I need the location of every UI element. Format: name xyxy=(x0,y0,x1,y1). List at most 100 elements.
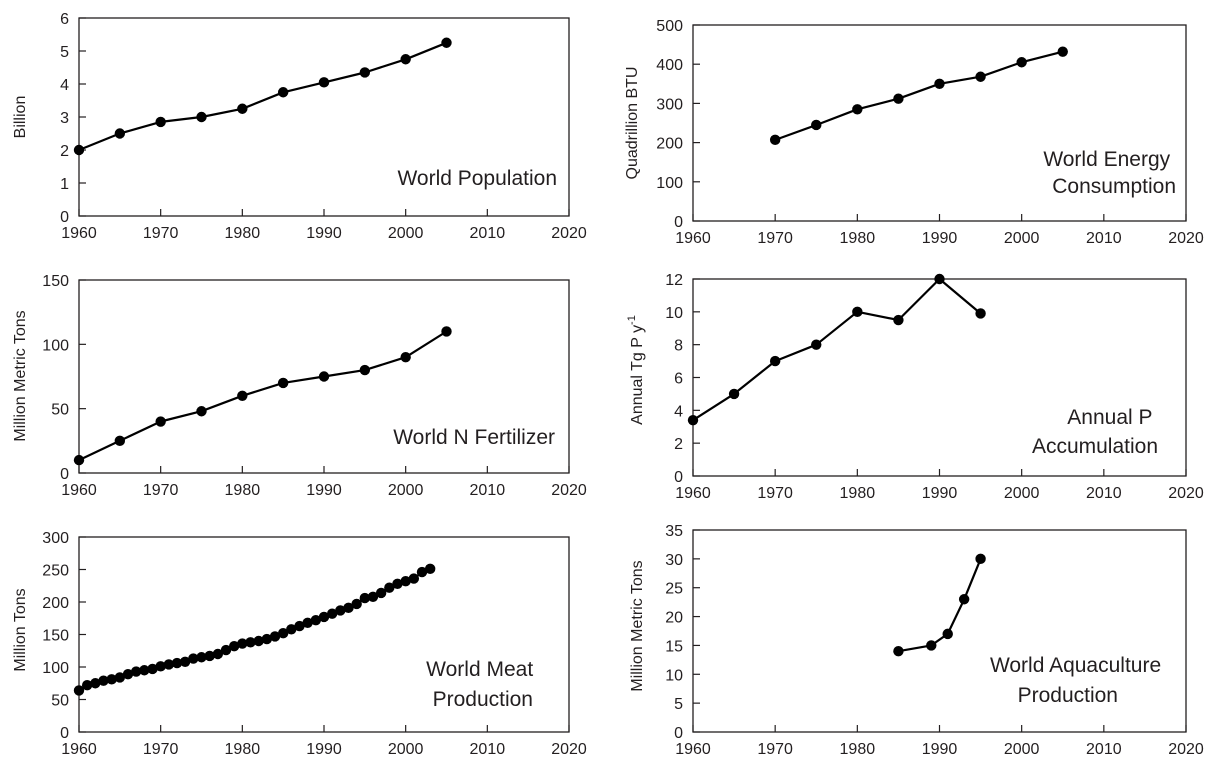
y-tick-label: 25 xyxy=(665,581,683,598)
data-point xyxy=(441,326,452,337)
data-point xyxy=(277,628,289,639)
data-point xyxy=(122,668,134,680)
data-point xyxy=(277,377,289,389)
data-point xyxy=(73,685,85,696)
y-tick-label: 150 xyxy=(42,628,69,645)
y-tick-label: 35 xyxy=(665,523,683,540)
x-tick-label: 1970 xyxy=(757,485,793,502)
chart-annotation: World Population xyxy=(397,167,557,190)
data-point xyxy=(335,605,346,616)
data-point xyxy=(196,406,207,417)
data-point xyxy=(942,628,953,640)
y-tick-label: 50 xyxy=(51,402,69,419)
chart-annotation: World Aquaculture Production xyxy=(990,654,1167,707)
data-point xyxy=(261,633,273,645)
data-point xyxy=(367,591,379,602)
y-tick-label: 30 xyxy=(665,552,683,569)
x-tick-label: 1960 xyxy=(61,741,97,758)
x-tick-label: 1990 xyxy=(306,741,342,758)
x-tick-label: 2020 xyxy=(551,225,587,242)
y-axis-label: Million Tons xyxy=(12,588,29,671)
data-point xyxy=(1057,46,1068,57)
y-tick-label: 4 xyxy=(60,77,69,94)
data-point xyxy=(245,637,256,648)
data-point xyxy=(73,454,85,466)
data-point xyxy=(416,566,428,578)
y-tick-label: 150 xyxy=(42,273,69,290)
x-tick-label: 1990 xyxy=(306,225,342,242)
data-point xyxy=(155,416,166,427)
y-tick-label: 10 xyxy=(665,305,683,322)
y-tick-label: 100 xyxy=(42,660,69,677)
y-tick-label: 20 xyxy=(665,610,683,627)
data-point xyxy=(302,617,313,628)
y-axis-label: Million Metric Tons xyxy=(629,560,646,691)
x-tick-label: 1960 xyxy=(675,485,711,502)
data-point xyxy=(171,657,183,669)
data-point xyxy=(294,620,305,632)
x-tick-label: 2000 xyxy=(388,741,424,758)
x-tick-label: 2000 xyxy=(1004,741,1040,758)
y-axis-ticks: 0 100 200 300 400 500 xyxy=(656,18,700,231)
data-point xyxy=(204,650,215,662)
y-tick-label: 1 xyxy=(60,176,69,193)
x-tick-label: 1970 xyxy=(143,482,179,499)
x-tick-label: 1980 xyxy=(225,741,261,758)
data-point xyxy=(400,576,411,587)
x-tick-label: 1980 xyxy=(840,485,876,502)
data-point xyxy=(196,111,207,123)
data-point xyxy=(351,598,362,610)
data-point xyxy=(926,640,937,651)
data-point xyxy=(147,663,158,675)
x-tick-label: 1970 xyxy=(143,741,179,758)
y-tick-label: 8 xyxy=(674,338,683,355)
y-tick-label: 0 xyxy=(674,725,683,742)
data-point xyxy=(958,594,970,605)
y-tick-label: 5 xyxy=(60,44,69,61)
data-point xyxy=(318,77,330,88)
panel-world-n-fertilizer: 0 50 100 150 1960 1970 1980 1990 2000 2010 2020 M… xyxy=(12,273,587,499)
y-tick-label: 300 xyxy=(42,530,69,547)
y-axis-ticks: 0 1 2 3 4 5 6 xyxy=(60,11,86,226)
series-line xyxy=(687,273,986,426)
y-tick-label: 0 xyxy=(60,466,69,483)
data-point xyxy=(934,273,945,285)
x-tick-label: 2010 xyxy=(1086,485,1122,502)
data-point xyxy=(400,54,411,65)
data-point xyxy=(893,314,904,326)
data-point xyxy=(400,352,411,363)
data-point xyxy=(114,672,126,683)
y-axis-label: Annual Tg P y-1 xyxy=(626,315,646,425)
data-point xyxy=(359,67,371,78)
panel-world-population: 0 1 2 3 4 5 6 1960 1970 1980 1990 2000 2010 2020 Bil… xyxy=(12,11,587,242)
y-tick-label: 200 xyxy=(42,595,69,612)
x-tick-label: 2000 xyxy=(388,482,424,499)
data-point xyxy=(318,371,330,382)
data-point xyxy=(81,680,93,691)
x-tick-label: 1980 xyxy=(225,225,261,242)
data-point xyxy=(326,608,338,619)
data-point xyxy=(811,339,822,350)
x-tick-label: 2020 xyxy=(551,741,587,758)
x-tick-label: 1990 xyxy=(922,485,958,502)
x-tick-label: 1960 xyxy=(675,230,711,247)
y-tick-label: 100 xyxy=(42,337,69,354)
y-axis-ticks: 0 5 10 15 20 25 30 35 xyxy=(665,523,700,742)
y-tick-label: 6 xyxy=(60,11,69,28)
series-path xyxy=(78,41,447,152)
data-point xyxy=(220,644,232,656)
y-axis-ticks: 0 50 100 150 200 250 300 xyxy=(42,530,86,742)
y-tick-label: 0 xyxy=(60,725,69,742)
data-point xyxy=(237,103,248,114)
x-tick-label: 2010 xyxy=(470,225,506,242)
x-tick-label: 2020 xyxy=(1168,741,1204,758)
series-line xyxy=(769,46,1068,146)
y-tick-label: 300 xyxy=(656,96,683,113)
series-line xyxy=(73,563,436,696)
y-tick-label: 2 xyxy=(60,143,69,160)
x-tick-label: 2010 xyxy=(1086,230,1122,247)
x-tick-label: 2010 xyxy=(470,482,506,499)
y-tick-label: 250 xyxy=(42,563,69,580)
data-point xyxy=(130,666,142,677)
panel-world-aquaculture-production: 0 5 10 15 20 25 30 35 1960 1970 1980 1990 2000 2010 2… xyxy=(629,523,1204,758)
